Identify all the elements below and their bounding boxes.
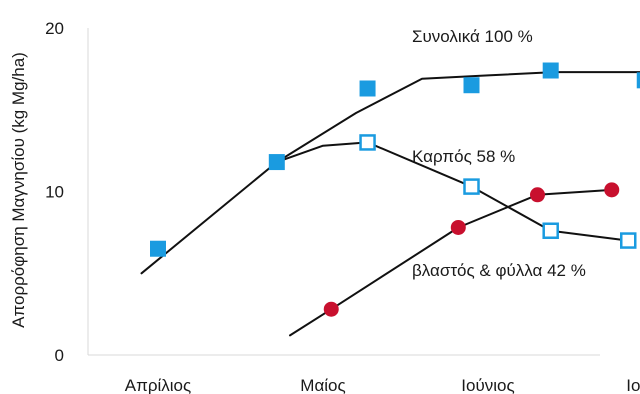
marker-total-point bbox=[542, 62, 559, 79]
x-tick-label: Ιούνιος bbox=[461, 376, 514, 394]
marker-fruit-point bbox=[530, 187, 545, 203]
x-tick-label: Ιούλιος bbox=[626, 376, 640, 394]
x-tick-label: Απρίλιος bbox=[125, 376, 191, 394]
marker-fruit-point bbox=[323, 301, 339, 317]
x-tick-label: Μαίος bbox=[300, 376, 345, 394]
y-tick-label: 10 bbox=[45, 183, 64, 202]
data-markers bbox=[150, 62, 640, 317]
series-label-καρπός-58: Καρπός 58 % bbox=[412, 147, 515, 166]
trend-line-βλαστός-φύλλα-42 bbox=[275, 141, 630, 242]
marker-total-point bbox=[268, 154, 285, 171]
trend-lines bbox=[140, 71, 640, 337]
marker-shoot-leaf-point bbox=[463, 178, 480, 195]
series-label-συνολικά-100: Συνολικά 100 % bbox=[412, 27, 533, 46]
marker-shoot-leaf-point bbox=[359, 134, 376, 151]
marker-shoot-leaf-point bbox=[620, 232, 637, 249]
marker-total-point bbox=[636, 72, 640, 89]
y-tick-label: 20 bbox=[45, 19, 64, 38]
trend-line-συνολικά-100 bbox=[140, 71, 640, 275]
marker-total-point bbox=[359, 80, 376, 97]
marker-total-point bbox=[463, 77, 480, 94]
marker-shoot-leaf-point bbox=[542, 222, 559, 239]
series-labels: Συνολικά 100 % βλαστός & φύλλα 42 % Καρπός… bbox=[412, 27, 586, 280]
y-axis-ticks: 0 10 20 bbox=[45, 19, 64, 365]
x-axis-ticks: Απρίλιος Μαίος Ιούνιος Ιούλιος bbox=[125, 376, 640, 394]
marker-fruit-point bbox=[604, 182, 620, 198]
series-label-βλαστός-φύλλα-42: βλαστός & φύλλα 42 % bbox=[412, 261, 586, 280]
marker-total-point bbox=[150, 240, 166, 257]
y-tick-label: 0 bbox=[55, 346, 64, 365]
y-axis-title: Απορρόφηση Μαγνησίου (kg Mg/ha) bbox=[9, 52, 28, 328]
marker-fruit-point bbox=[450, 219, 466, 235]
